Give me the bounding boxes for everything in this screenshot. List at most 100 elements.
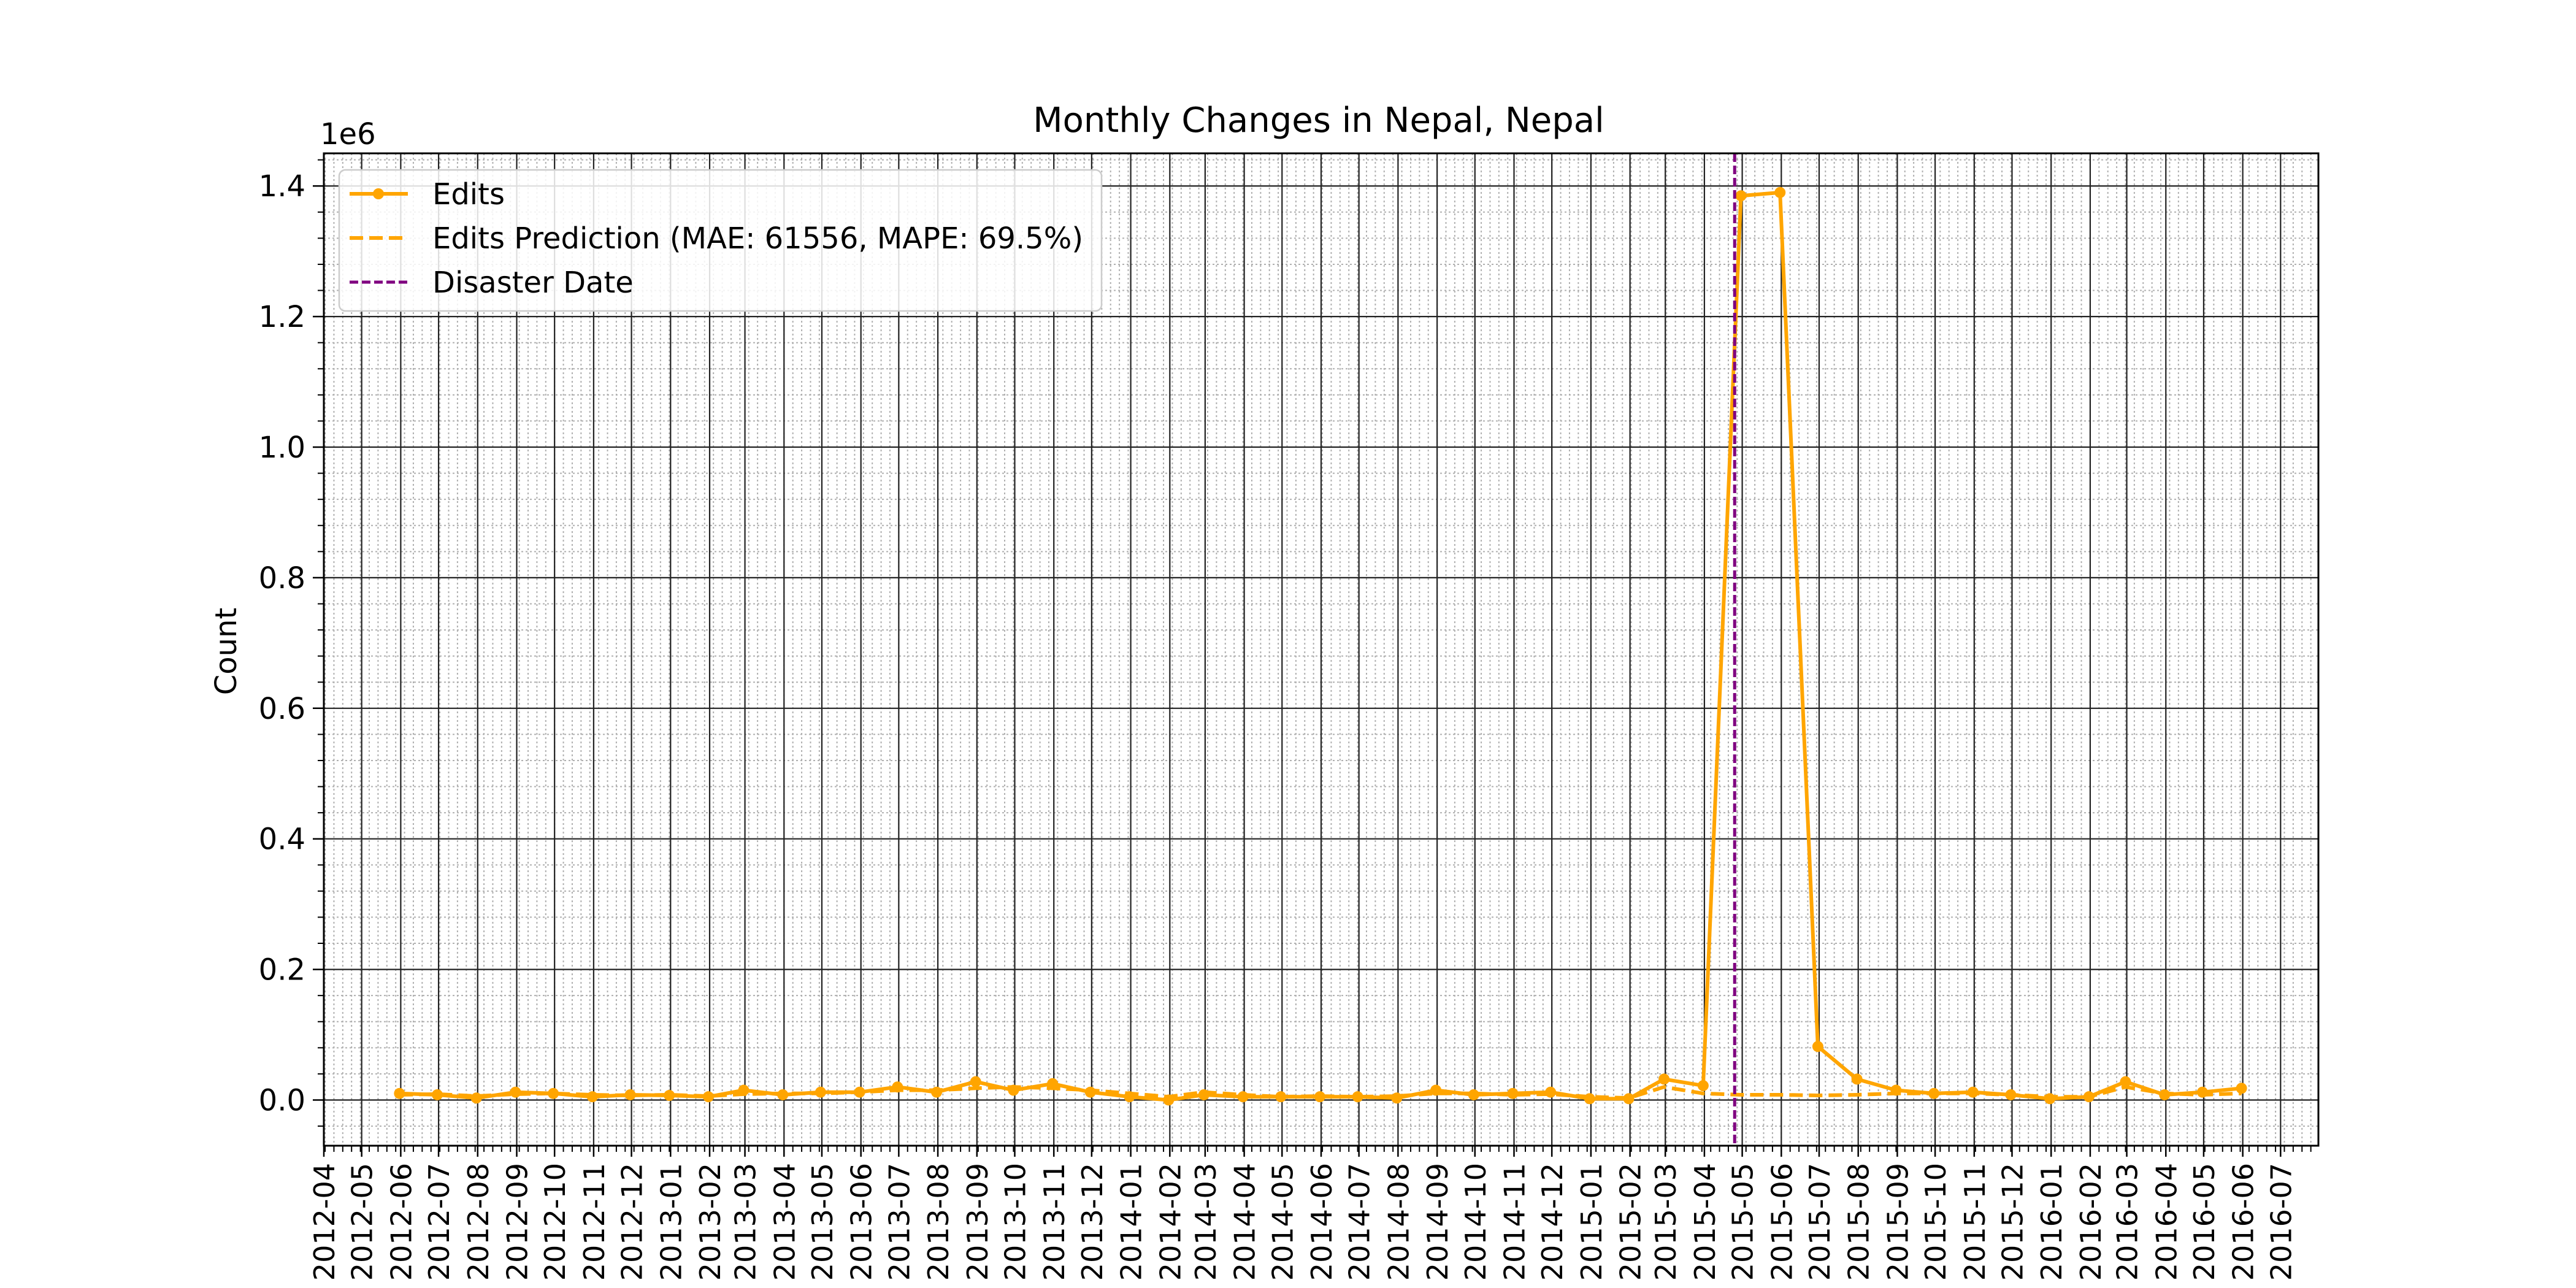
- edits-point: [1124, 1091, 1135, 1103]
- edits-point: [1275, 1091, 1287, 1103]
- x-tick-label: 2015-03: [1649, 1163, 1682, 1281]
- y-axis-label: Count: [209, 608, 243, 696]
- x-tick-label: 2015-12: [1996, 1163, 2029, 1281]
- x-tick-label: 2014-05: [1266, 1163, 1299, 1281]
- x-tick-label: 2013-07: [883, 1163, 916, 1281]
- y-axis-multiplier: 1e6: [320, 117, 376, 151]
- edits-point: [2159, 1089, 2171, 1100]
- x-tick-label: 2015-01: [1575, 1163, 1608, 1281]
- x-tick-label: 2016-02: [2074, 1163, 2107, 1281]
- x-tick-label: 2016-06: [2227, 1163, 2260, 1281]
- x-tick-label: 2013-09: [961, 1163, 994, 1281]
- x-tick-label: 2013-04: [768, 1163, 801, 1281]
- x-tick-label: 2012-05: [346, 1163, 379, 1281]
- edits-point: [1008, 1084, 1019, 1096]
- edits-point: [586, 1091, 598, 1103]
- x-tick-label: 2013-01: [654, 1163, 688, 1281]
- edits-point: [892, 1081, 903, 1093]
- x-tick-label: 2015-10: [1919, 1163, 1952, 1281]
- x-tick-label: 2014-08: [1382, 1163, 1415, 1281]
- y-tick-label: 0.0: [259, 1083, 305, 1117]
- x-tick-label: 2012-12: [616, 1163, 649, 1281]
- y-tick-label: 0.6: [259, 692, 305, 726]
- axes-layer: 2012-04 2012-05 2012-06 2012-07 2012-08 2012-…: [259, 152, 2320, 1281]
- y-tick-label: 1.2: [259, 300, 305, 334]
- edits-point: [1584, 1093, 1595, 1105]
- x-tick-label: 2015-04: [1689, 1163, 1722, 1281]
- edits-point: [1851, 1073, 1863, 1085]
- y-tick-label: 1.4: [259, 169, 305, 204]
- y-tick-label: 0.8: [259, 561, 305, 596]
- edits-point: [1890, 1084, 1902, 1096]
- edits-point: [1084, 1086, 1096, 1098]
- x-tick-label: 2016-04: [2150, 1163, 2183, 1281]
- edits-point: [1468, 1089, 1479, 1100]
- x-tick-label: 2014-04: [1229, 1163, 1262, 1281]
- edits-point: [1812, 1041, 1823, 1052]
- x-tick-label: 2012-08: [462, 1163, 495, 1281]
- y-tick-label: 0.4: [259, 822, 305, 857]
- x-tick-label: 2012-10: [539, 1163, 572, 1281]
- edits-point: [1967, 1086, 1979, 1098]
- x-tick-label: 2013-06: [845, 1163, 878, 1281]
- x-tick-label: 2014-02: [1154, 1163, 1187, 1281]
- edits-point: [1237, 1091, 1249, 1103]
- legend-marker: [373, 188, 384, 199]
- x-tick-label: 2014-06: [1305, 1163, 1338, 1281]
- edits-point: [1735, 190, 1747, 202]
- chart-title: Monthly Changes in Nepal, Nepal: [1033, 101, 1604, 140]
- edits-point: [1658, 1073, 1670, 1085]
- edits-point: [1507, 1087, 1519, 1099]
- legend-box: [338, 169, 1103, 312]
- edits-point: [1391, 1092, 1403, 1104]
- edits-point: [510, 1086, 521, 1098]
- y-tick-label: 0.2: [259, 953, 305, 987]
- x-tick-label: 2015-05: [1727, 1163, 1760, 1281]
- x-tick-label: 2015-07: [1803, 1163, 1836, 1281]
- edits-point: [1623, 1093, 1635, 1105]
- series-layer: [394, 153, 2247, 1146]
- x-tick-label: 2013-08: [922, 1163, 955, 1281]
- x-tick-label: 2012-09: [501, 1163, 534, 1281]
- legend-label: Edits Prediction (MAE: 61556, MAPE: 69.5…: [432, 221, 1083, 256]
- edits-point: [1163, 1094, 1175, 1106]
- edits-point: [664, 1090, 675, 1102]
- edits-point: [470, 1092, 482, 1104]
- edits-point: [1314, 1091, 1325, 1103]
- edits-point: [2005, 1089, 2017, 1100]
- legend-label: Disaster Date: [432, 266, 634, 300]
- x-tick-label: 2016-07: [2264, 1163, 2298, 1281]
- edits-point: [2236, 1083, 2247, 1094]
- edits-point: [854, 1086, 865, 1098]
- edits-point: [738, 1084, 749, 1096]
- x-tick-label: 2013-02: [694, 1163, 727, 1281]
- edits-point: [702, 1091, 714, 1103]
- x-tick-label: 2013-10: [999, 1163, 1032, 1281]
- edits-point: [624, 1089, 636, 1100]
- edits-point: [2120, 1076, 2131, 1087]
- y-tick-label: 1.0: [259, 431, 305, 465]
- x-tick-label: 2013-12: [1076, 1163, 1109, 1281]
- x-tick-label: 2015-09: [1881, 1163, 1914, 1281]
- edits-point: [1430, 1084, 1442, 1096]
- x-tick-label: 2015-02: [1614, 1163, 1647, 1281]
- edits-point: [1545, 1086, 1557, 1098]
- x-tick-label: 2012-07: [423, 1163, 456, 1281]
- edits-point: [1697, 1080, 1709, 1092]
- x-tick-label: 2014-11: [1498, 1163, 1531, 1281]
- edits-point: [815, 1086, 826, 1098]
- x-tick-label: 2014-09: [1421, 1163, 1454, 1281]
- edits-point: [1928, 1087, 1940, 1099]
- major-grid: [323, 153, 2318, 1146]
- edits-point: [2083, 1091, 2095, 1103]
- x-tick-label: 2016-03: [2111, 1163, 2144, 1281]
- x-tick-label: 2015-11: [1958, 1163, 1991, 1281]
- x-tick-label: 2016-05: [2188, 1163, 2221, 1281]
- x-tick-label: 2012-04: [308, 1163, 341, 1281]
- edits-point: [1198, 1089, 1209, 1100]
- edits-point: [777, 1089, 789, 1100]
- x-tick-label: 2015-06: [1765, 1163, 1798, 1281]
- edits-point: [432, 1089, 443, 1100]
- x-tick-label: 2013-05: [806, 1163, 839, 1281]
